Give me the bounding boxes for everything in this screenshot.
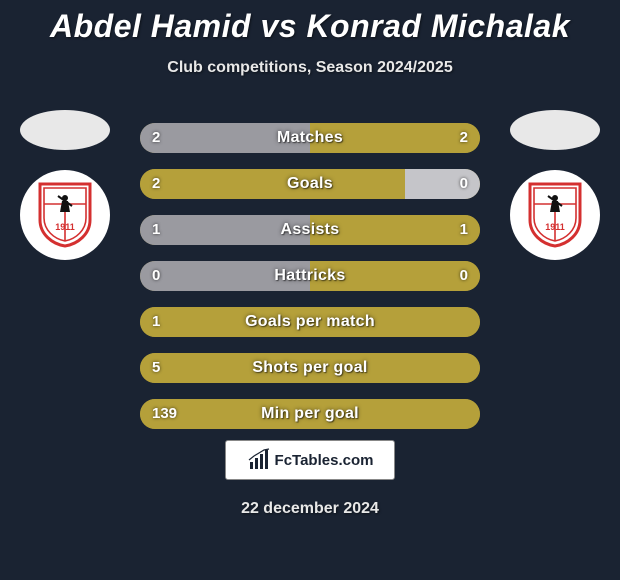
stat-bar-label: Assists	[140, 215, 480, 245]
svg-text:1911: 1911	[545, 222, 565, 232]
page-title: Abdel Hamid vs Konrad Michalak	[0, 0, 620, 45]
stat-row: Assists1 1	[140, 212, 480, 248]
shield-icon: 1911	[36, 182, 94, 248]
footer-date: 22 december 2024	[0, 500, 620, 518]
stat-row: Goals per match1	[140, 304, 480, 340]
stat-value-left: 139	[152, 399, 177, 429]
stat-value-left: 2	[152, 123, 160, 153]
chart-icon	[247, 448, 271, 472]
player-right-club-shield: 1911	[510, 170, 600, 260]
stat-value-right: 0	[460, 261, 468, 291]
stat-bar-label: Hattricks	[140, 261, 480, 291]
stat-row: Goals2 0	[140, 166, 480, 202]
stat-bar-label: Goals	[140, 169, 480, 199]
stat-value-left: 5	[152, 353, 160, 383]
stat-row: Hattricks0 0	[140, 258, 480, 294]
svg-text:1911: 1911	[55, 222, 75, 232]
stat-value-right: 0	[460, 169, 468, 199]
brand-badge-text: FcTables.com	[275, 452, 374, 469]
stat-value-left: 2	[152, 169, 160, 199]
stat-bar-label: Goals per match	[140, 307, 480, 337]
stat-row: Matches2 2	[140, 120, 480, 156]
player-left: 1911	[10, 110, 120, 260]
stat-bar-label: Matches	[140, 123, 480, 153]
player-left-avatar	[20, 110, 110, 150]
subtitle: Club competitions, Season 2024/2025	[0, 59, 620, 77]
player-left-club-shield: 1911	[20, 170, 110, 260]
stat-bar-label: Min per goal	[140, 399, 480, 429]
brand-badge[interactable]: FcTables.com	[225, 440, 395, 480]
stat-value-left: 1	[152, 215, 160, 245]
shield-icon: 1911	[526, 182, 584, 248]
player-right-avatar	[510, 110, 600, 150]
stat-value-right: 2	[460, 123, 468, 153]
stat-row: Shots per goal5	[140, 350, 480, 386]
stats-bars: Matches22Goals20Assists11Hattricks00Goal…	[140, 120, 480, 442]
stat-value-left: 1	[152, 307, 160, 337]
stat-bar-label: Shots per goal	[140, 353, 480, 383]
stat-value-left: 0	[152, 261, 160, 291]
player-right: 1911	[500, 110, 610, 260]
stat-value-right: 1	[460, 215, 468, 245]
stat-row: Min per goal139	[140, 396, 480, 432]
